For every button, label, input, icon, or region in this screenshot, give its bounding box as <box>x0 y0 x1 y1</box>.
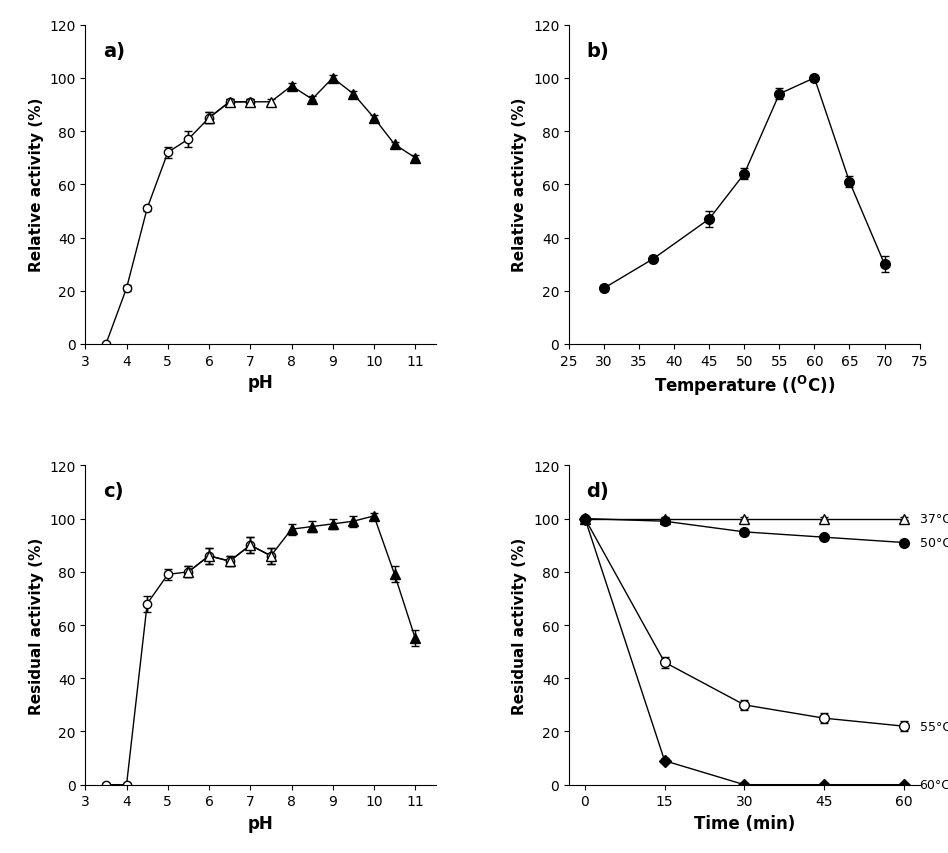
Text: 37°C, 45°C: 37°C, 45°C <box>920 513 948 525</box>
Text: c): c) <box>102 482 123 501</box>
Y-axis label: Relative activity (%): Relative activity (%) <box>28 98 44 272</box>
X-axis label: Time (min): Time (min) <box>694 814 795 832</box>
X-axis label: Temperature ($\mathregular{(^{O}C)}$): Temperature ($\mathregular{(^{O}C)}$) <box>654 374 835 397</box>
Y-axis label: Residual activity (%): Residual activity (%) <box>512 537 527 714</box>
Text: 60°C: 60°C <box>920 778 948 792</box>
Y-axis label: Relative activity (%): Relative activity (%) <box>512 98 527 272</box>
Text: d): d) <box>587 482 610 501</box>
Y-axis label: Residual activity (%): Residual activity (%) <box>28 537 44 714</box>
Text: 50°C: 50°C <box>920 537 948 549</box>
X-axis label: pH: pH <box>247 814 273 832</box>
Text: b): b) <box>587 42 610 61</box>
X-axis label: pH: pH <box>247 374 273 392</box>
Text: a): a) <box>102 42 125 61</box>
Text: 55°C: 55°C <box>920 720 948 733</box>
